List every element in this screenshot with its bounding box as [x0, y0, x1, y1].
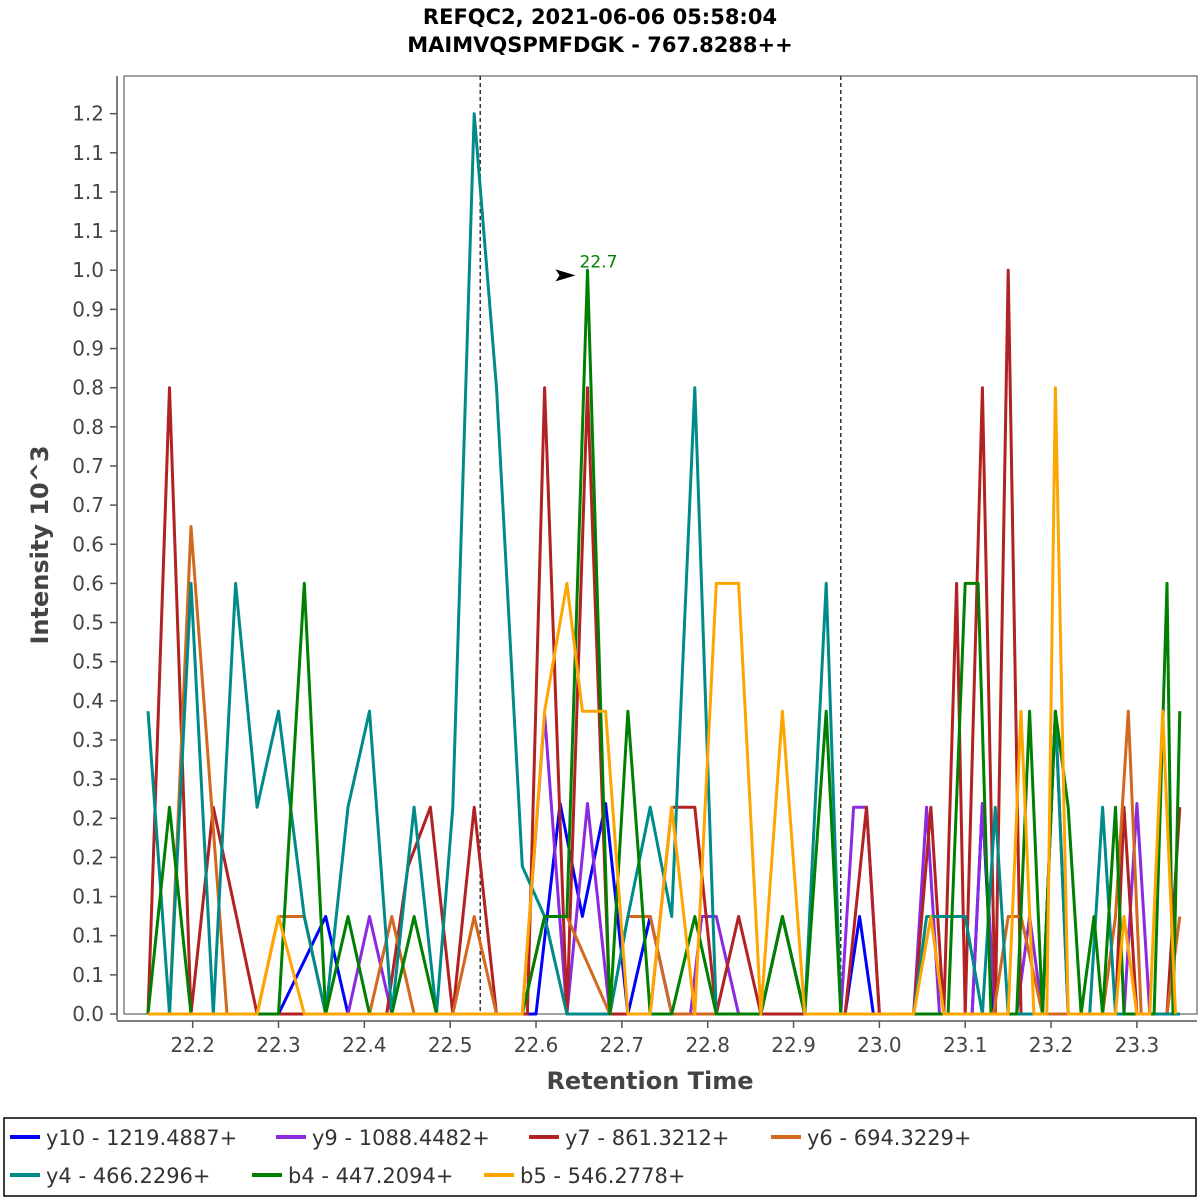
chart-title: REFQC2, 2021-06-06 05:58:04 [423, 5, 777, 29]
series-line [148, 386, 1177, 1016]
y-tick-label: 1.2 [72, 102, 104, 126]
y-tick-label: 0.4 [72, 689, 104, 713]
x-axis: 22.2 22.3 22.4 22.5 22.6 22.7 22.8 22.9 23.0 23.1… [117, 1020, 1197, 1057]
y-tick-label: 0.8 [72, 415, 104, 439]
y-tick-label: 1.1 [72, 141, 104, 165]
y-tick-label: 0.7 [72, 454, 104, 478]
legend-label: y6 - 694.3229+ [807, 1126, 972, 1150]
y-tick-label: 0.6 [72, 532, 104, 556]
chart-subtitle: MAIMVQSPMFDGK - 767.8288++ [407, 33, 792, 57]
y-tick-label: 0.7 [72, 493, 104, 517]
y-tick-label: 0.9 [72, 337, 104, 361]
x-tick-label: 23.1 [943, 1033, 988, 1057]
y-tick-label: 0.3 [72, 767, 104, 791]
peak-annotation: 22.7 [555, 252, 618, 282]
x-tick-label: 23.3 [1115, 1033, 1160, 1057]
x-tick-label: 22.6 [514, 1033, 559, 1057]
y-tick-label: 0.1 [72, 963, 104, 987]
annotation-label: 22.7 [580, 252, 618, 272]
annotation-arrow [555, 269, 576, 282]
x-tick-label: 22.3 [256, 1033, 301, 1057]
y-tick-label: 1.1 [72, 219, 104, 243]
x-tick-label: 23.0 [857, 1033, 902, 1057]
y-tick-label: 0.5 [72, 611, 104, 635]
y-tick-label: 0.0 [72, 1002, 104, 1026]
legend-label: b5 - 546.2778+ [520, 1164, 685, 1188]
legend-label: y10 - 1219.4887+ [46, 1126, 237, 1150]
y-tick-label: 0.8 [72, 376, 104, 400]
x-tick-label: 22.8 [685, 1033, 730, 1057]
y-tick-label: 0.9 [72, 297, 104, 321]
legend-label: y9 - 1088.4482+ [312, 1126, 490, 1150]
x-tick-label: 22.9 [771, 1033, 816, 1057]
y-tick-label: 0.5 [72, 650, 104, 674]
y-tick-label: 0.2 [72, 845, 104, 869]
legend-label: y4 - 466.2296+ [46, 1164, 211, 1188]
legend [3, 1117, 1197, 1197]
x-axis-label: Retention Time [546, 1067, 753, 1095]
x-tick-label: 22.7 [600, 1033, 645, 1057]
legend-label: y7 - 861.3212+ [565, 1126, 730, 1150]
series-lines [146, 112, 1182, 1016]
peak-boundaries [479, 76, 842, 1014]
legend-items: y10 - 1219.4887+ y9 - 1088.4482+ y7 - 861.… [10, 1126, 972, 1188]
y-tick-label: 0.3 [72, 728, 104, 752]
x-tick-label: 22.2 [170, 1033, 215, 1057]
y-tick-label: 1.1 [72, 180, 104, 204]
legend-label: b4 - 447.2094+ [288, 1164, 453, 1188]
y-axis-label: Intensity 10^3 [26, 445, 54, 644]
y-tick-label: 0.2 [72, 806, 104, 830]
x-tick-label: 23.2 [1029, 1033, 1074, 1057]
y-tick-label: 0.1 [72, 924, 104, 948]
y-axis: 0.0 0.1 0.1 0.1 0.2 0.2 0.3 0.3 0.4 0.5 0.5 0.6 0.6 0… [72, 76, 118, 1026]
x-tick-label: 22.5 [428, 1033, 473, 1057]
x-tick-label: 22.4 [342, 1033, 387, 1057]
y-tick-label: 0.1 [72, 885, 104, 909]
y-tick-label: 1.0 [72, 258, 104, 282]
y-tick-label: 0.6 [72, 571, 104, 595]
